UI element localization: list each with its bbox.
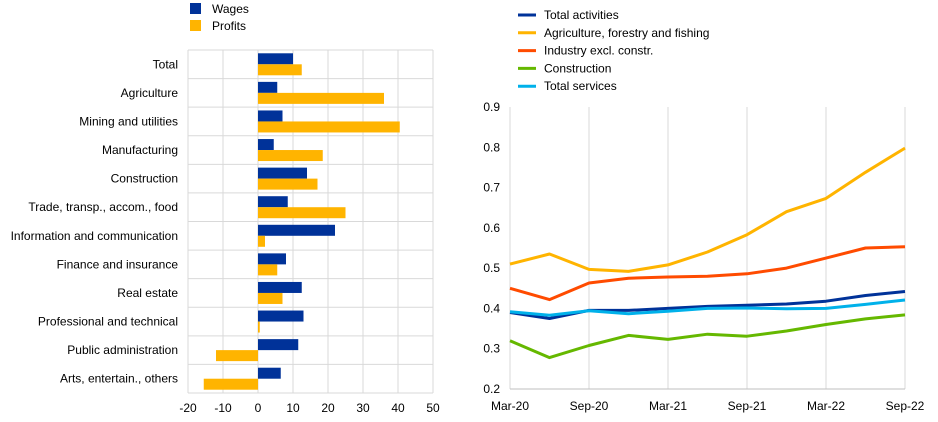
line-y-tick-label: 0.3: [483, 342, 500, 356]
line-x-tick-label: Sep-20: [570, 399, 609, 413]
wages-bar: [258, 224, 335, 236]
wages-bar: [258, 110, 283, 122]
profits-bar: [258, 321, 260, 333]
profits-bar: [258, 207, 346, 219]
line-y-tick-label: 0.7: [483, 181, 500, 195]
bar-category-label: Manufacturing: [102, 143, 178, 157]
bar-category-label: Trade, transp., accom., food: [28, 200, 178, 214]
line-chart: Mar-20 Sep-20 Mar-21 Sep-21 Mar-22 Sep-22 0.2 0…: [483, 8, 924, 413]
profits-bar: [258, 121, 400, 133]
bar-category-label: Arts, entertain., others: [60, 372, 178, 386]
profits-bar: [258, 292, 283, 304]
wages-bar: [258, 167, 307, 179]
bar-x-tick-label: 50: [426, 401, 440, 415]
wages-bar: [258, 196, 288, 208]
line-y-tick-label: 0.6: [483, 221, 500, 235]
line-legend-label: Total services: [544, 79, 617, 93]
line-y-tick-label: 0.8: [483, 140, 500, 154]
line-legend-label: Industry excl. constr.: [544, 44, 653, 58]
profits-bar: [203, 378, 258, 390]
line-series-construction: [509, 313, 906, 360]
bar-category-label: Finance and insurance: [57, 257, 179, 271]
line-legend-label: Construction: [544, 61, 611, 75]
bar-chart: -20 -10 0 10 20 30 40 50 Total Agriculture Mining …: [11, 2, 440, 415]
wages-bar: [258, 367, 281, 379]
line-x-tick-label: Mar-22: [807, 399, 845, 413]
line-series-agriculture-forestry-and-fishing: [509, 146, 906, 273]
bar-x-tick-label: -20: [179, 401, 197, 415]
wages-bar: [258, 253, 286, 265]
line-series-total-services: [509, 298, 906, 317]
line-series-industry-excl-constr: [509, 245, 906, 302]
bar-x-tick-label: 0: [255, 401, 262, 415]
bar-legend-swatch: [190, 3, 201, 14]
bar-category-label: Agriculture: [121, 86, 179, 100]
profits-bar: [258, 150, 323, 162]
bar-category-label: Public administration: [67, 343, 178, 357]
bar-category-label: Total: [153, 57, 178, 71]
profits-bar: [258, 92, 384, 104]
bar-x-tick-label: 40: [391, 401, 405, 415]
bar-legend-swatch: [190, 20, 201, 31]
line-y-tick-label: 0.5: [483, 261, 500, 275]
line-x-tick-label: Mar-21: [649, 399, 687, 413]
line-y-tick-label: 0.4: [483, 301, 500, 315]
wages-bar: [258, 339, 299, 351]
wages-bar: [258, 139, 274, 151]
wages-bar: [258, 281, 302, 293]
bar-category-label: Professional and technical: [38, 315, 178, 329]
bar-category-label: Information and communication: [11, 229, 178, 243]
profits-bar: [258, 178, 318, 190]
profits-bar: [258, 235, 265, 247]
bar-x-tick-label: 30: [356, 401, 370, 415]
wages-bar: [258, 53, 293, 65]
wages-bar: [258, 81, 278, 93]
line-legend-label: Total activities: [544, 8, 619, 22]
profits-bar: [258, 64, 302, 76]
bar-legend-label: Profits: [212, 19, 246, 33]
line-x-tick-label: Sep-21: [728, 399, 767, 413]
bar-category-label: Construction: [111, 172, 178, 186]
line-x-tick-label: Mar-20: [491, 399, 529, 413]
line-y-tick-label: 0.9: [483, 100, 500, 114]
line-legend-label: Agriculture, forestry and fishing: [544, 26, 709, 40]
profits-bar: [216, 350, 258, 362]
bar-x-tick-label: 20: [321, 401, 335, 415]
wages-bar: [258, 310, 304, 322]
bar-legend-label: Wages: [212, 2, 249, 16]
line-y-tick-label: 0.2: [483, 382, 500, 396]
bar-category-label: Mining and utilities: [79, 114, 178, 128]
bar-x-tick-label: 10: [286, 401, 300, 415]
profits-bar: [258, 264, 278, 276]
line-x-tick-label: Sep-22: [886, 399, 925, 413]
bar-x-tick-label: -10: [214, 401, 232, 415]
bar-category-label: Real estate: [117, 286, 178, 300]
